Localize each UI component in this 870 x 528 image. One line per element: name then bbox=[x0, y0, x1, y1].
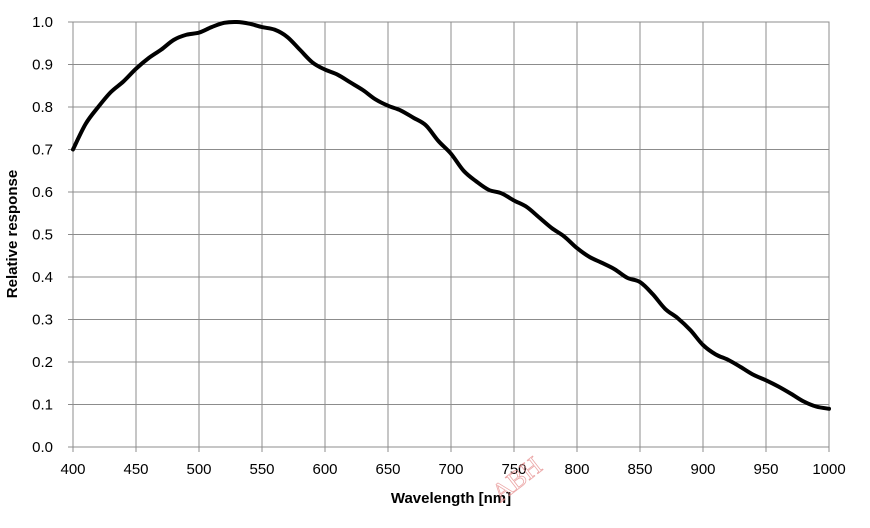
x-tick-label: 400 bbox=[60, 461, 85, 478]
x-tick-labels: 400 450 500 550 600 650 700 750 800 850 900 950 1000 bbox=[60, 461, 845, 478]
y-axis-title: Relative response bbox=[4, 170, 21, 298]
x-tick-label: 450 bbox=[123, 461, 148, 478]
x-tick-label: 500 bbox=[186, 461, 211, 478]
x-tick-label: 650 bbox=[375, 461, 400, 478]
y-tick-label: 0.6 bbox=[32, 184, 53, 201]
y-tick-label: 0.0 bbox=[32, 439, 53, 456]
y-tick-label: 0.9 bbox=[32, 57, 53, 74]
y-tick-labels: 0.0 0.1 0.2 0.3 0.4 0.5 0.6 0.7 0.8 0.9 1.0 bbox=[32, 14, 53, 456]
series-line-relative-response bbox=[71, 19, 831, 411]
x-tick-label: 1000 bbox=[812, 461, 845, 478]
y-tick-label: 0.8 bbox=[32, 99, 53, 116]
y-tick-label: 0.1 bbox=[32, 397, 53, 414]
x-tick-label: 850 bbox=[627, 461, 652, 478]
y-tick-label: 0.7 bbox=[32, 142, 53, 159]
x-tick-label: 700 bbox=[438, 461, 463, 478]
series-group bbox=[71, 19, 831, 411]
y-tick-label: 0.3 bbox=[32, 312, 53, 329]
x-tick-label: 800 bbox=[564, 461, 589, 478]
y-tick-label: 0.2 bbox=[32, 354, 53, 371]
x-tick-label: 900 bbox=[690, 461, 715, 478]
plot-area bbox=[72, 21, 830, 448]
x-tick-label: 600 bbox=[312, 461, 337, 478]
y-tick-label: 1.0 bbox=[32, 14, 53, 31]
grid-lines bbox=[68, 21, 830, 452]
x-tick-label: 750 bbox=[501, 461, 526, 478]
y-tick-label: 0.4 bbox=[32, 269, 53, 286]
x-tick-label: 950 bbox=[753, 461, 778, 478]
x-tick-label: 550 bbox=[249, 461, 274, 478]
x-axis-title: Wavelength [nm] bbox=[391, 490, 511, 507]
y-tick-label: 0.5 bbox=[32, 227, 53, 244]
